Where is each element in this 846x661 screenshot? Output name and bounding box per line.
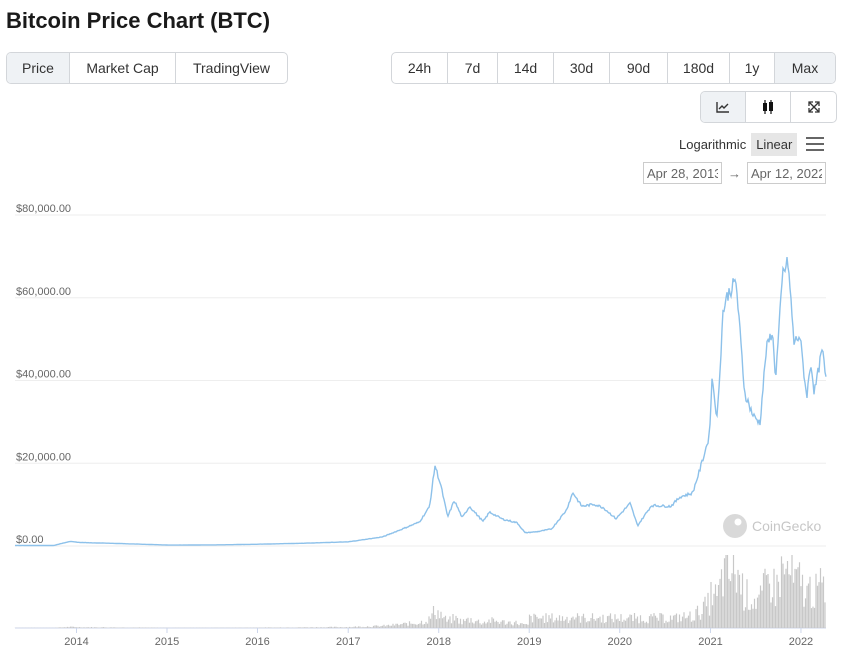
candlestick-icon	[763, 100, 773, 114]
date-range-arrow: →	[728, 165, 741, 181]
date-to-input[interactable]	[747, 162, 826, 184]
y-tick-label: $0.00	[16, 534, 44, 546]
range-max-button[interactable]: Max	[775, 53, 835, 83]
hamburger-menu-icon[interactable]	[806, 137, 824, 151]
x-tick-label: 2015	[155, 636, 179, 648]
price-line	[14, 257, 827, 547]
candlestick-button[interactable]	[746, 92, 791, 122]
tab-tradingview[interactable]: TradingView	[192, 60, 271, 76]
scale-toggle: Logarithmic Linear	[674, 133, 798, 156]
date-from-input[interactable]	[643, 162, 722, 184]
tab-price[interactable]: Price	[7, 53, 70, 83]
x-tick-label: 2019	[517, 636, 541, 648]
coingecko-logo-icon	[723, 514, 747, 538]
x-tick-label: 2014	[64, 636, 88, 648]
y-tick-label: $40,000.00	[16, 369, 71, 381]
chart-tools	[700, 91, 837, 123]
date-range: →	[643, 162, 826, 184]
volume-bars	[14, 555, 826, 628]
y-tick-label: $80,000.00	[16, 203, 71, 215]
price-chart[interactable]: $80,000.00 $60,000.00 $40,000.00 $20,000.00…	[0, 190, 846, 661]
line-chart-button[interactable]	[701, 92, 746, 122]
fullscreen-button[interactable]	[791, 92, 836, 122]
range-30d-button[interactable]: 30d	[554, 53, 610, 83]
coingecko-watermark-text: CoinGecko	[752, 518, 821, 534]
range-90d-button[interactable]: 90d	[610, 53, 668, 83]
range-180d-button[interactable]: 180d	[668, 53, 730, 83]
range-14d-button[interactable]: 14d	[498, 53, 554, 83]
time-range-selector: 24h 7d 14d 30d 90d 180d 1y Max	[391, 52, 836, 84]
range-1y-button[interactable]: 1y	[730, 53, 775, 83]
page-title: Bitcoin Price Chart (BTC)	[6, 8, 271, 33]
logarithmic-option[interactable]: Logarithmic	[679, 137, 747, 152]
tab-market-cap[interactable]: Market Cap	[70, 53, 176, 83]
y-tick-label: $60,000.00	[16, 286, 71, 298]
x-tick-label: 2020	[607, 636, 631, 648]
linear-option[interactable]: Linear	[751, 133, 798, 156]
x-tick-label: 2021	[698, 636, 722, 648]
coingecko-watermark: CoinGecko	[723, 514, 821, 538]
fullscreen-icon	[807, 101, 820, 113]
range-7d-button[interactable]: 7d	[448, 53, 498, 83]
line-chart-icon	[716, 102, 729, 113]
chart-type-tabs: Price Market Cap TradingView	[6, 52, 288, 84]
coingecko-logo-eye	[734, 518, 742, 526]
x-tick-label: 2022	[789, 636, 813, 648]
x-tick-label: 2017	[336, 636, 360, 648]
x-tick-label: 2016	[245, 636, 269, 648]
x-tick-label: 2018	[426, 636, 450, 648]
y-tick-label: $20,000.00	[16, 451, 71, 463]
range-24h-button[interactable]: 24h	[392, 53, 448, 83]
